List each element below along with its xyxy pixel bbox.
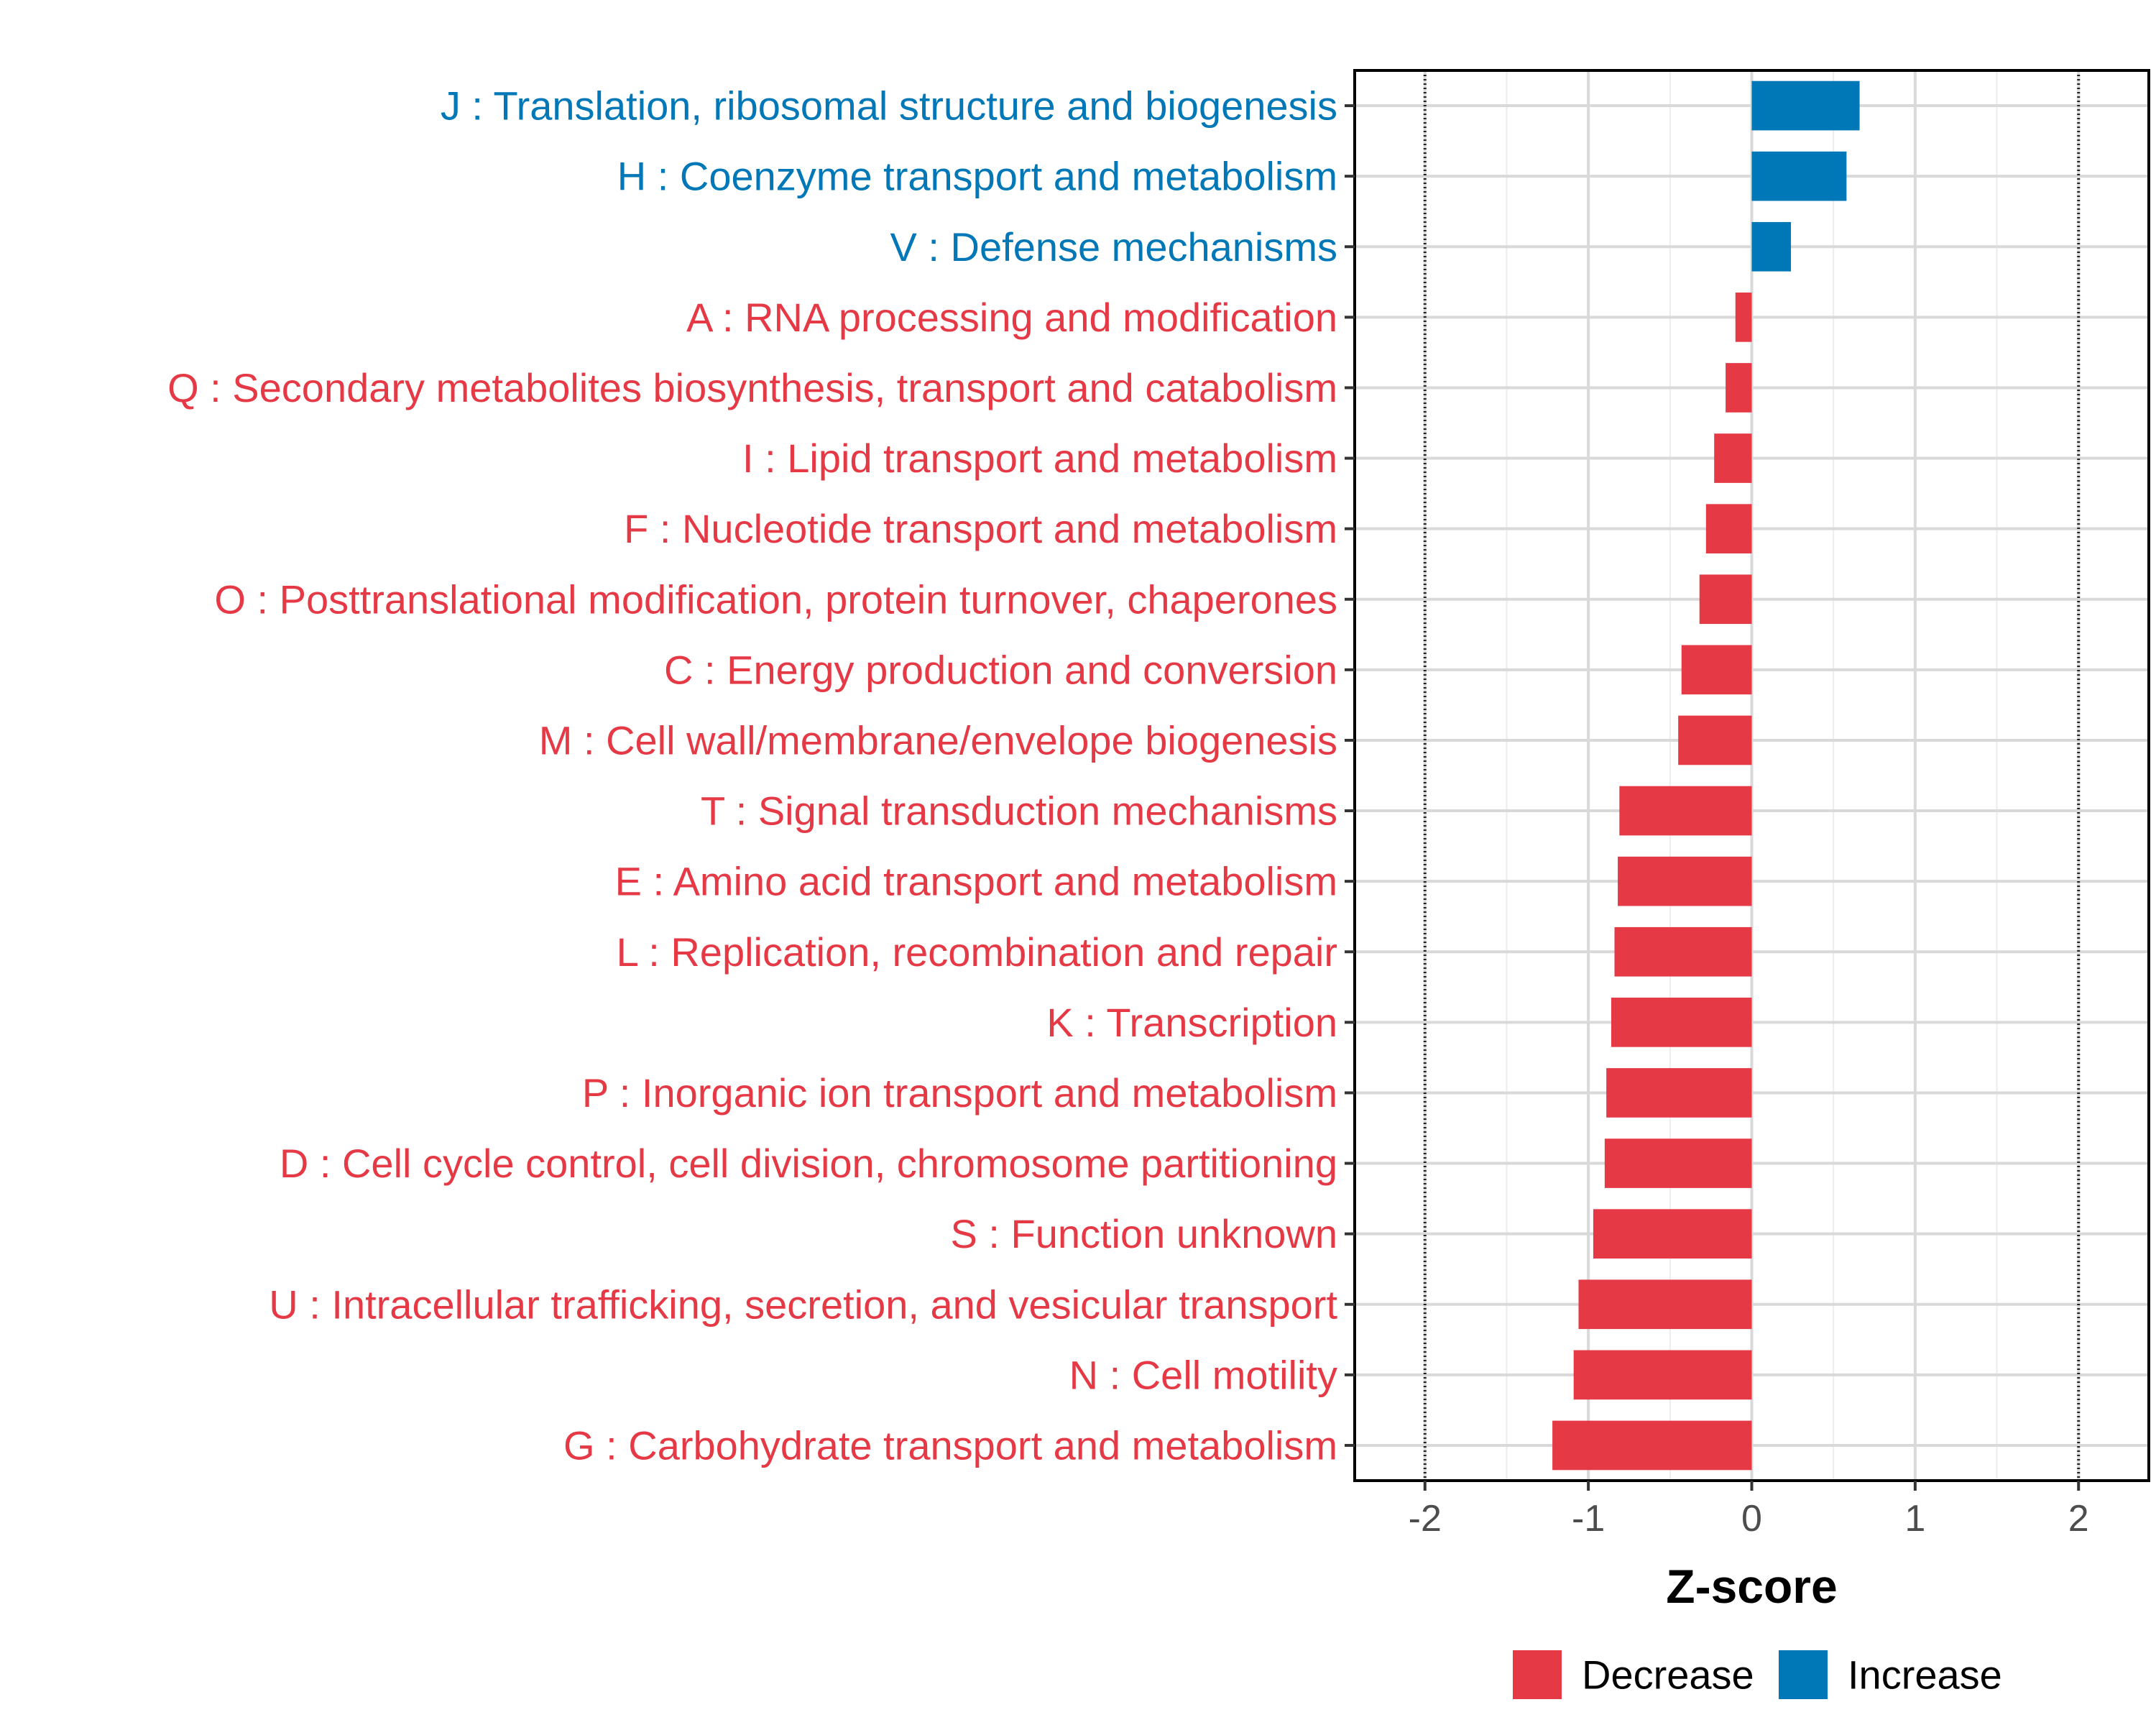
x-axis-title: Z-score <box>1666 1560 1837 1613</box>
bar-decrease <box>1678 715 1752 765</box>
category-label: G : Carbohydrate transport and metabolis… <box>563 1422 1337 1468</box>
bar-decrease <box>1735 293 1752 342</box>
category-label: H : Coenzyme transport and metabolism <box>617 154 1337 199</box>
bar-decrease <box>1681 645 1752 695</box>
category-label: T : Signal transduction mechanisms <box>701 788 1337 834</box>
category-label: E : Amino acid transport and metabolism <box>615 859 1337 904</box>
category-label: C : Energy production and conversion <box>664 647 1337 692</box>
legend-swatch-decrease <box>1513 1650 1562 1699</box>
category-label: F : Nucleotide transport and metabolism <box>624 506 1337 551</box>
x-tick-label: 2 <box>2068 1498 2089 1540</box>
bar-decrease <box>1552 1420 1752 1471</box>
category-label: Q : Secondary metabolites biosynthesis, … <box>167 365 1337 410</box>
x-tick-label: 0 <box>1741 1498 1762 1540</box>
category-label: K : Transcription <box>1046 1000 1337 1045</box>
bars <box>1552 80 1860 1471</box>
category-label: M : Cell wall/membrane/envelope biogenes… <box>539 717 1337 763</box>
bar-decrease <box>1578 1279 1752 1330</box>
category-label: U : Intracellular trafficking, secretion… <box>269 1282 1337 1327</box>
category-label: J : Translation, ribosomal structure and… <box>441 83 1337 129</box>
category-label: O : Posttranslational modification, prot… <box>214 576 1337 622</box>
x-tick-label: 1 <box>1904 1498 1925 1540</box>
y-axis-ticks <box>1345 104 1355 1447</box>
bar-decrease <box>1619 786 1752 836</box>
bar-increase <box>1751 80 1860 131</box>
bar-decrease <box>1606 1068 1752 1118</box>
bar-decrease <box>1604 1138 1752 1188</box>
legend-label-increase: Increase <box>1848 1652 2002 1698</box>
category-label: S : Function unknown <box>950 1211 1337 1256</box>
bar-decrease <box>1614 926 1752 977</box>
category-labels: J : Translation, ribosomal structure and… <box>167 83 1337 1468</box>
legend: Decrease Increase <box>1513 1650 2002 1699</box>
bar-decrease <box>1573 1350 1752 1400</box>
bar-decrease <box>1726 363 1752 413</box>
category-label: I : Lipid transport and metabolism <box>742 436 1337 481</box>
x-tick-label: -1 <box>1572 1498 1605 1540</box>
bar-decrease <box>1618 856 1752 906</box>
legend-swatch-increase <box>1779 1650 1828 1699</box>
bar-decrease <box>1705 504 1752 553</box>
bar-decrease <box>1593 1209 1752 1259</box>
category-label: P : Inorganic ion transport and metaboli… <box>582 1070 1337 1116</box>
category-label: L : Replication, recombination and repai… <box>617 929 1337 975</box>
category-label: D : Cell cycle control, cell division, c… <box>280 1141 1337 1186</box>
bar-decrease <box>1714 433 1752 483</box>
bar-increase <box>1751 221 1792 272</box>
legend-label-decrease: Decrease <box>1582 1652 1754 1698</box>
category-label: A : RNA processing and modification <box>686 295 1337 340</box>
bar-increase <box>1751 151 1847 201</box>
x-tick-label: -2 <box>1409 1498 1442 1540</box>
x-axis-ticks: -2 -1 0 1 2 <box>1409 1481 2089 1540</box>
bar-decrease <box>1611 998 1752 1047</box>
category-label: N : Cell motility <box>1069 1352 1337 1397</box>
bar-decrease <box>1699 574 1752 625</box>
category-label: V : Defense mechanisms <box>890 224 1337 270</box>
